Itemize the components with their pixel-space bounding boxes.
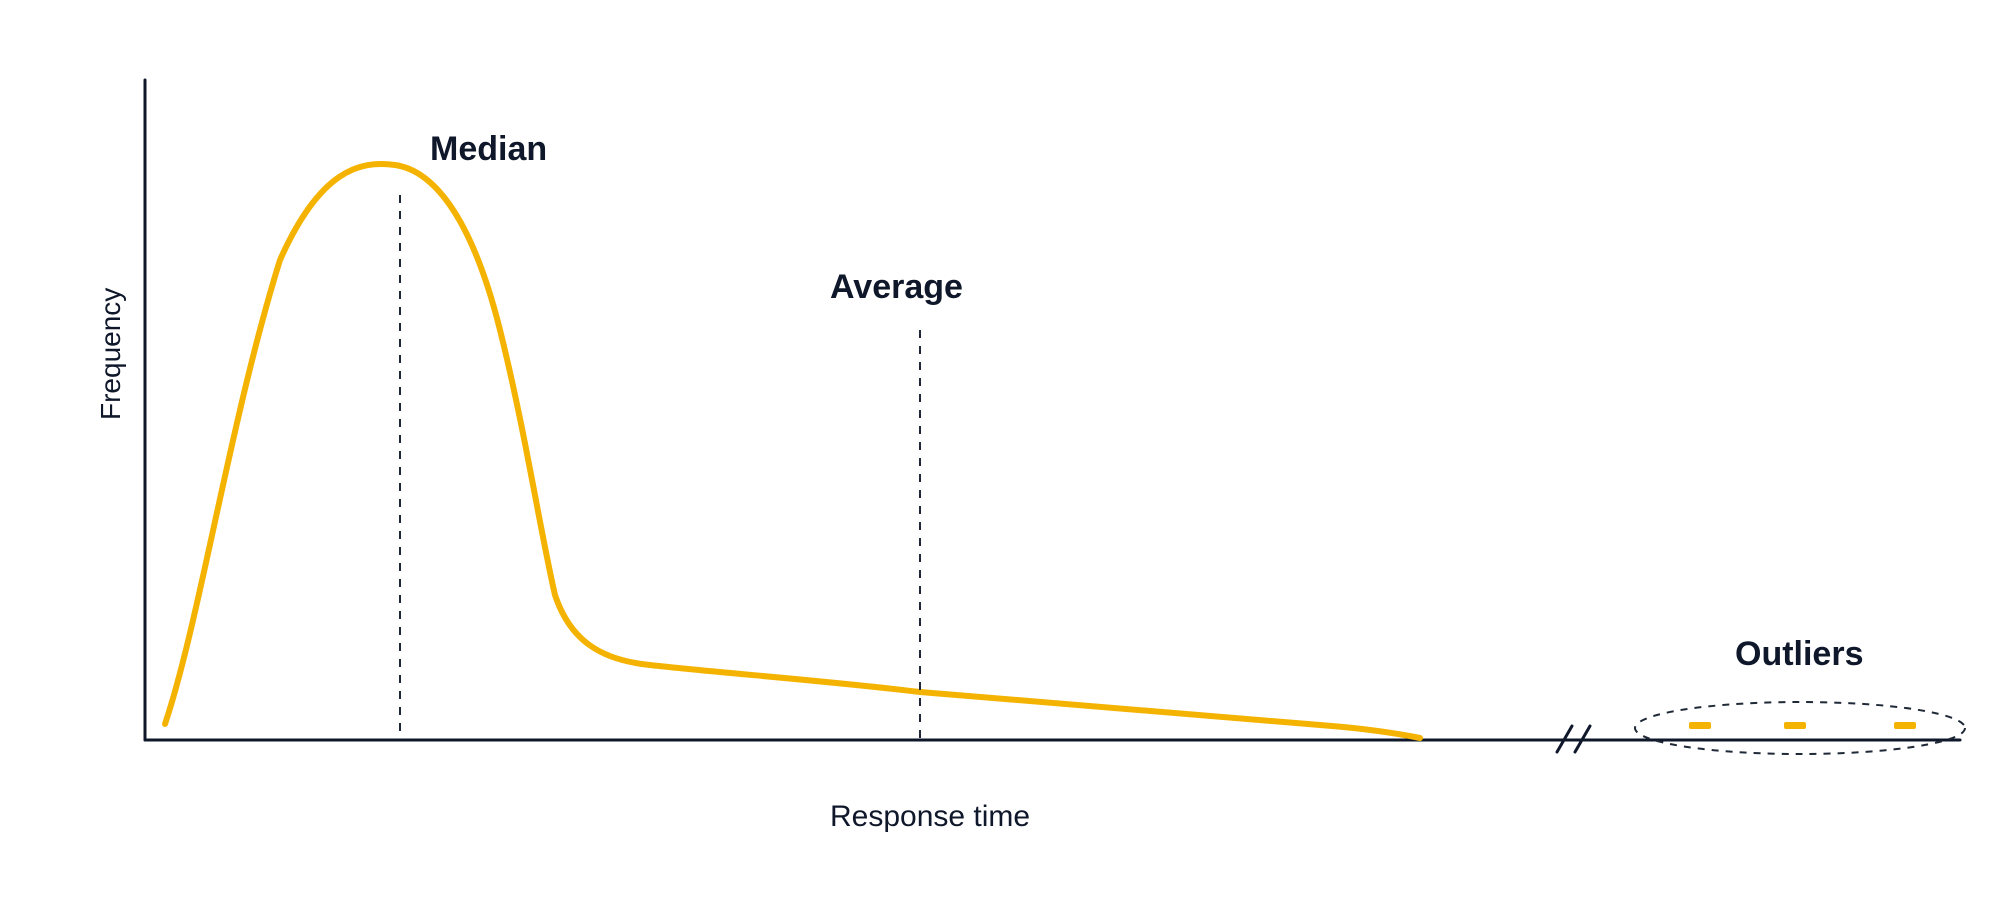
y-axis-label: Frequency [95,288,127,420]
average-label: Average [830,268,963,307]
outlier-markers [1689,722,1916,729]
chart-svg [0,0,2000,916]
distribution-chart: Median Average Outliers Response time Fr… [0,0,2000,916]
median-label: Median [430,130,547,169]
distribution-curve [165,164,1420,738]
outliers-label: Outliers [1735,635,1863,674]
x-axis-label: Response time [830,800,1030,834]
